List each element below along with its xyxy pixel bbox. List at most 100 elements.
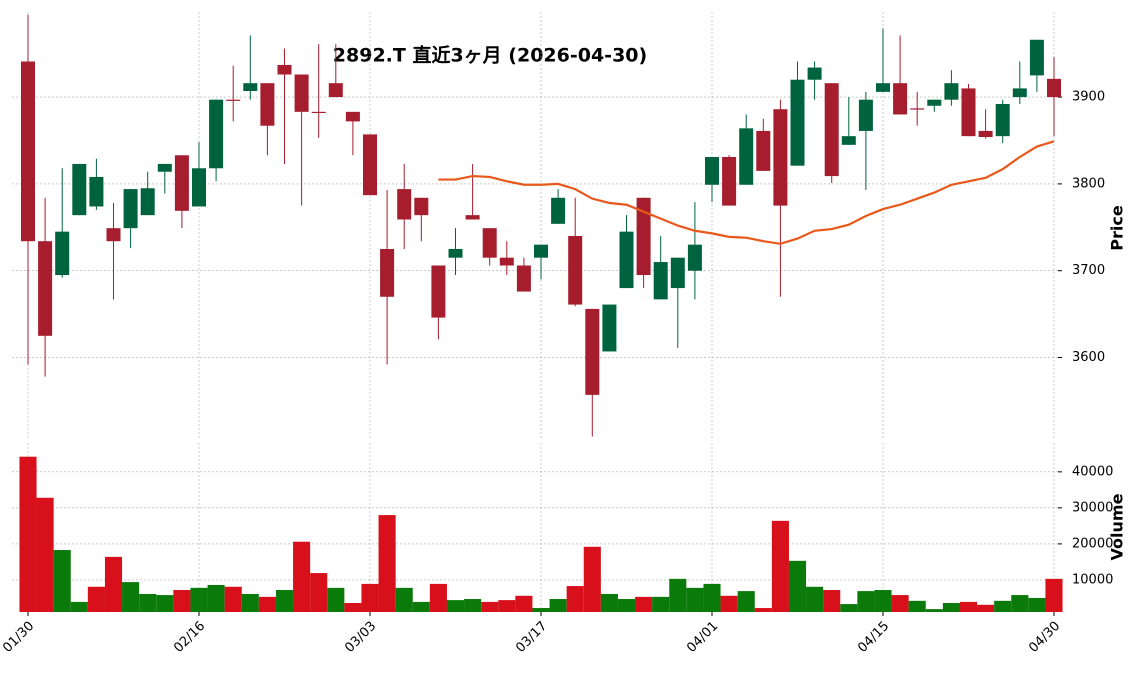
candle-body [636, 197, 651, 276]
candle-body [72, 163, 87, 216]
candle-body [739, 128, 754, 185]
volume-bar [139, 593, 157, 612]
volume-bar [908, 600, 926, 612]
y-tick-label: 3600 [1072, 350, 1105, 365]
chart-title: 2892.T 直近3ヶ月 (2026-04-30) [333, 44, 647, 67]
volume-bar [857, 591, 875, 612]
candle-body [653, 262, 668, 300]
candle-body [311, 111, 326, 114]
candle-body [585, 308, 600, 395]
volume-bar [1011, 595, 1029, 612]
candle-body [465, 215, 480, 220]
candle-body [602, 304, 617, 352]
candle-body [55, 231, 70, 276]
volume-bar [515, 595, 533, 612]
moving-average-line [438, 140, 1055, 245]
candle-body [927, 99, 942, 106]
y-tick-label: 3900 [1072, 90, 1105, 105]
candle-body [876, 83, 890, 92]
candle-body [534, 244, 548, 258]
volume-bar [310, 573, 328, 612]
candle-body [157, 163, 172, 172]
volume-bar [617, 599, 636, 612]
volume-bar [70, 601, 88, 612]
candle-body [1029, 39, 1044, 76]
volume-bar [549, 599, 567, 612]
candle-body [38, 241, 53, 336]
candle-body [670, 257, 685, 289]
volume-bar [1045, 578, 1063, 612]
volume-bar [635, 596, 653, 612]
candle-body [858, 99, 873, 131]
volume-bar [481, 601, 499, 612]
candle-body [363, 134, 377, 196]
volume-bar [959, 601, 978, 612]
candle-body [499, 257, 514, 266]
volume-bar [53, 550, 71, 612]
volume-bar [19, 456, 37, 612]
candle-body [619, 231, 634, 289]
candle-body [431, 265, 446, 318]
volume-bar [122, 582, 140, 612]
volume-bar [293, 541, 311, 612]
y-axis-label: Price [1108, 205, 1127, 251]
volume-bar [806, 586, 824, 612]
volume-bar [891, 595, 909, 612]
volume-bar [361, 583, 379, 612]
volume-bar [686, 587, 704, 612]
volume-bar [464, 599, 482, 612]
candle-body [345, 111, 360, 122]
candle-body [568, 235, 583, 305]
volume-bar [87, 586, 105, 612]
volume-bar [583, 546, 601, 612]
candle-body [328, 83, 343, 98]
volume-bar [720, 595, 738, 612]
volume-bar [190, 587, 208, 612]
volume-bar [446, 600, 465, 612]
candle-body [978, 130, 993, 138]
candle-body [106, 228, 121, 242]
candle-body [807, 67, 822, 80]
volume-tick-label: 40000 [1072, 464, 1113, 479]
volume-bar [532, 608, 550, 612]
volume-bar [258, 596, 276, 612]
candle-body [243, 83, 258, 92]
volume-bar [224, 586, 242, 612]
candle-body [226, 99, 241, 101]
volume-bar [241, 593, 259, 612]
candle-body [995, 104, 1010, 137]
candle-body [705, 156, 719, 185]
volume-bar [994, 600, 1012, 612]
candle-body [123, 189, 138, 229]
volume-bar [771, 520, 789, 612]
volume-bar [378, 515, 396, 612]
volume-tick-label: 20000 [1072, 536, 1113, 551]
volume-bar [977, 604, 995, 612]
candle-body [21, 61, 35, 242]
candle-body [961, 88, 976, 137]
volume-bar [737, 591, 755, 612]
volume-bar [823, 590, 841, 612]
volume-bar [412, 601, 430, 612]
candle-body [277, 64, 292, 75]
candle-body [944, 83, 959, 100]
volume-bar [275, 590, 294, 612]
volume-bar [344, 602, 362, 612]
volume-bar [207, 584, 225, 612]
candle-body [294, 74, 309, 112]
volume-bar [104, 556, 123, 612]
candle-body [893, 83, 908, 115]
volume-bar [874, 590, 892, 612]
candle-body [209, 99, 224, 169]
candle-body [192, 168, 206, 207]
volume-bar [788, 560, 807, 612]
volume-bar [942, 602, 960, 612]
volume-bar [395, 587, 413, 612]
candle-body [414, 197, 429, 216]
volume-bar [156, 595, 174, 612]
candle-body [756, 130, 771, 171]
candle-body [687, 244, 702, 271]
candle-body [174, 155, 189, 211]
